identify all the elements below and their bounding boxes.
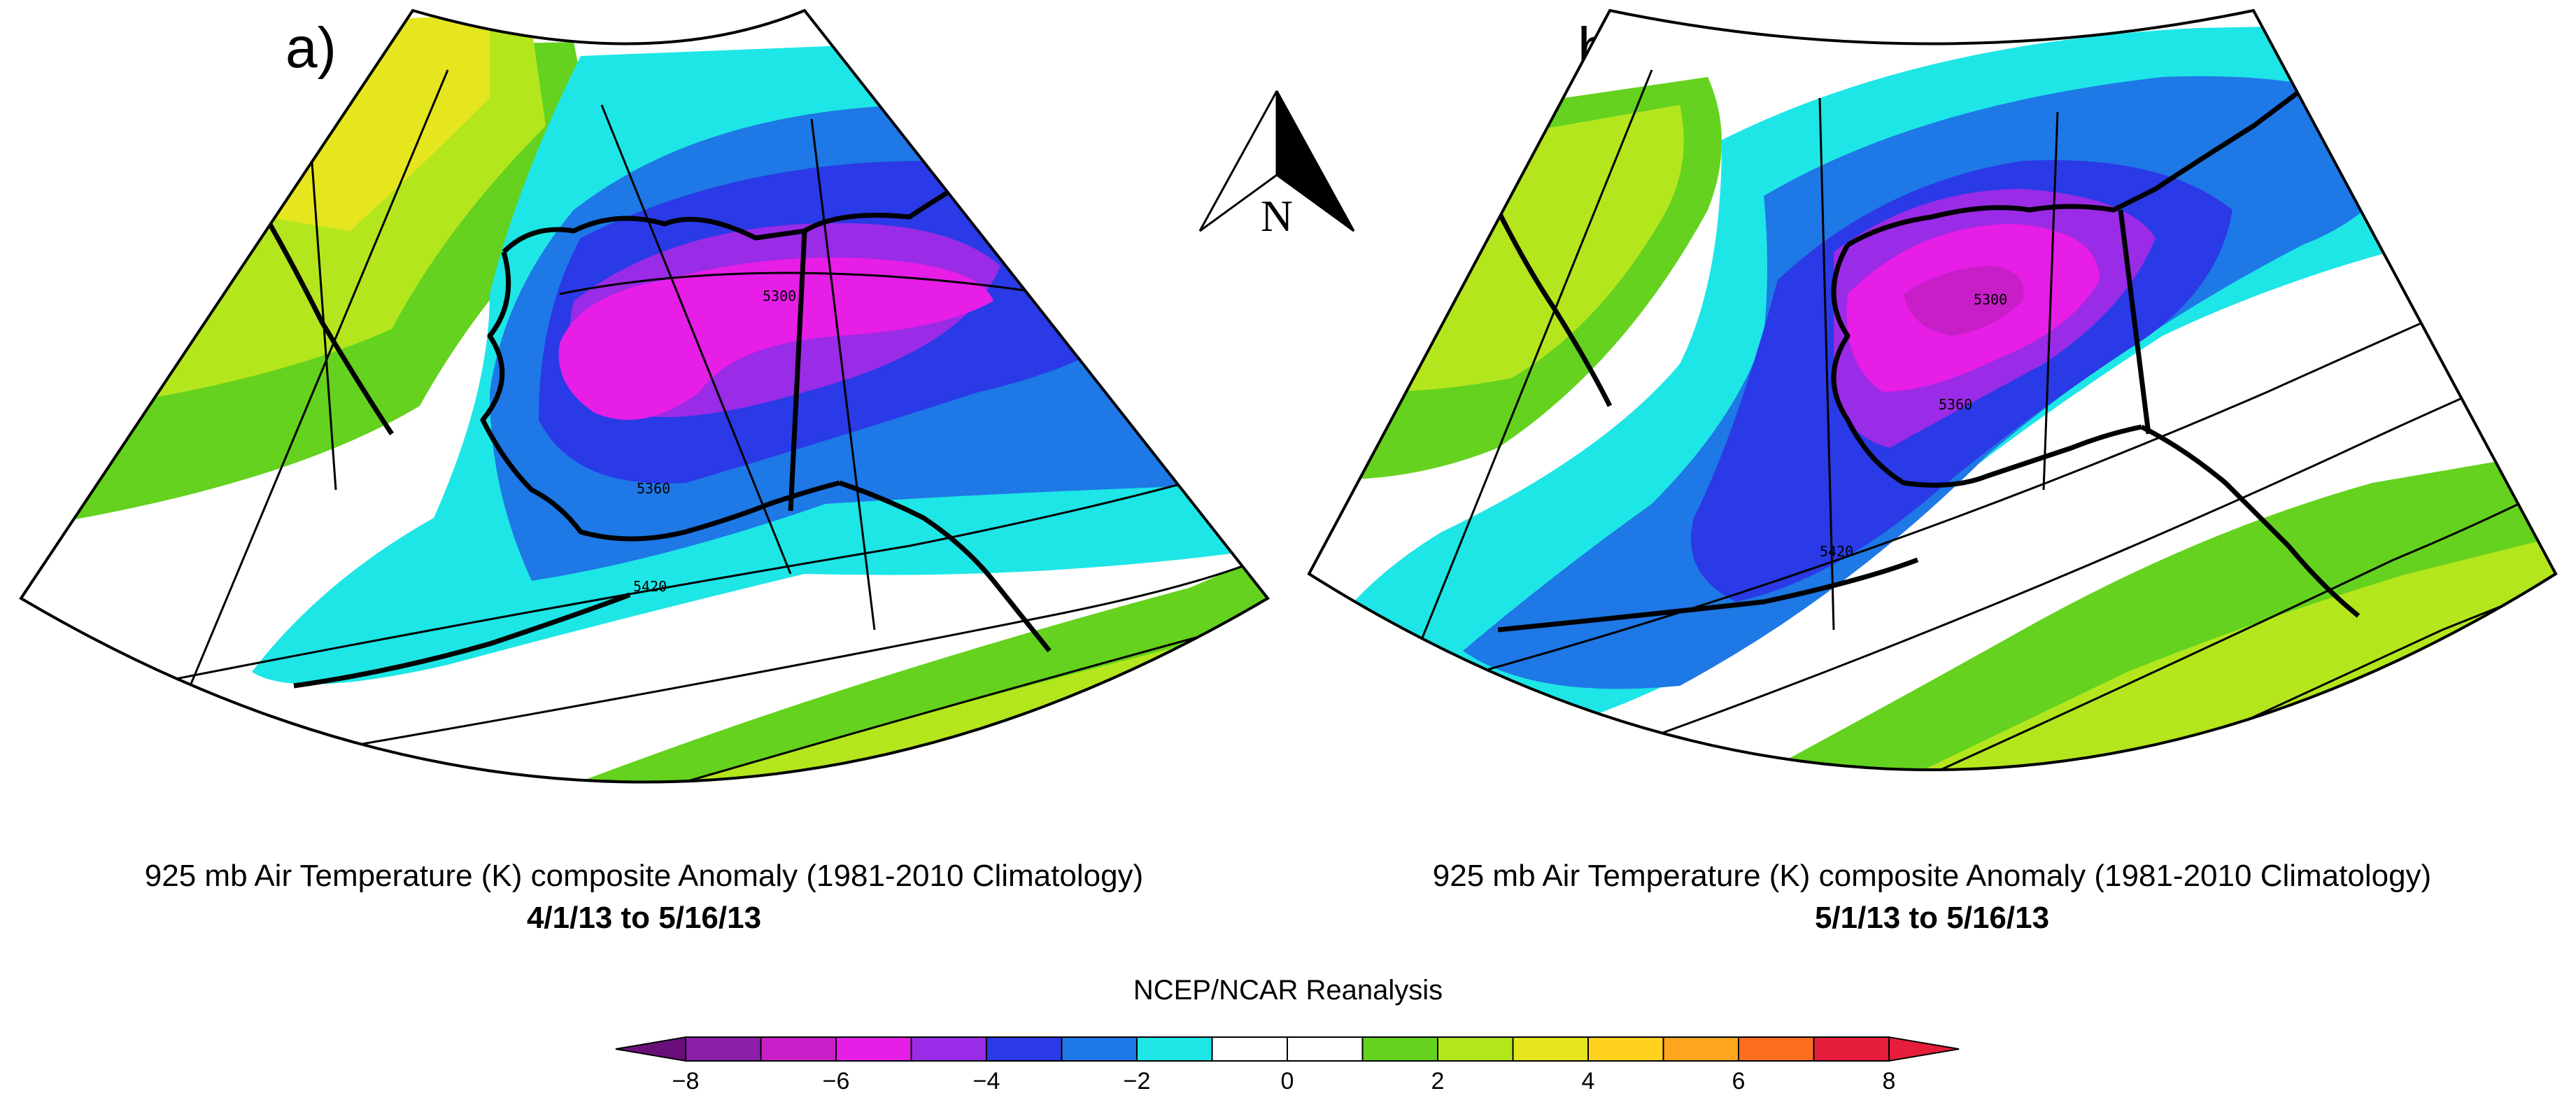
colorbar-swatch bbox=[1437, 1036, 1514, 1062]
colorbar-swatch bbox=[1211, 1036, 1288, 1062]
colorbar: −8 −6 −4 −2 0 2 4 6 8 bbox=[615, 1036, 1960, 1095]
anomaly-region-south-yellowgreen bbox=[504, 616, 1268, 782]
contour-labels-a: 5300 5360 5420 bbox=[633, 288, 796, 595]
colorbar-swatch bbox=[1136, 1036, 1213, 1062]
colorbar-swatch bbox=[1662, 1036, 1739, 1062]
colorbar-swatch bbox=[1813, 1036, 1890, 1062]
colorbar-swatch bbox=[1587, 1036, 1664, 1062]
colorbar-swatch bbox=[760, 1036, 837, 1062]
colorbar-tick-label: 6 bbox=[1732, 1068, 1746, 1095]
colorbar-tick-label: −2 bbox=[1124, 1068, 1151, 1095]
caption-b: 925 mb Air Temperature (K) composite Ano… bbox=[1288, 855, 2576, 939]
colorbar-swatch bbox=[986, 1036, 1063, 1062]
colorbar-tick-label: −4 bbox=[973, 1068, 1000, 1095]
colorbar-tick-label: −6 bbox=[823, 1068, 850, 1095]
map-frame-b bbox=[1307, 8, 2558, 771]
anomaly-map-a: 5300 5360 5420 bbox=[19, 8, 1270, 784]
colorbar-swatch bbox=[1061, 1036, 1138, 1062]
colorbar-swatch bbox=[1738, 1036, 1815, 1062]
contour-label-5420: 5420 bbox=[1820, 543, 1853, 560]
colorbar-swatches bbox=[615, 1036, 1960, 1062]
panel-label-a: a) bbox=[285, 16, 337, 80]
north-arrow-icon: N bbox=[1198, 90, 1355, 241]
anomaly-map-b: 5300 5360 5420 bbox=[1307, 8, 2558, 771]
colorbar-extend-min bbox=[615, 1036, 686, 1062]
colorbar-ticks: −8 −6 −4 −2 0 2 4 6 8 bbox=[672, 1068, 1896, 1095]
anomaly-region-magenta bbox=[558, 258, 993, 420]
colorbar-extend-max bbox=[1888, 1036, 1960, 1062]
map-panel-a: a) bbox=[0, 8, 1288, 939]
caption-title-a: 925 mb Air Temperature (K) composite Ano… bbox=[144, 859, 1144, 893]
contour-label-5300: 5300 bbox=[1974, 291, 2007, 308]
caption-title-b: 925 mb Air Temperature (K) composite Ano… bbox=[1432, 859, 2432, 893]
colorbar-tick-label: 0 bbox=[1281, 1068, 1294, 1095]
contour-label-5360: 5360 bbox=[1939, 396, 1972, 413]
anomaly-region-southeast-orange bbox=[2372, 651, 2556, 770]
contour-labels-b: 5300 5360 5420 bbox=[1820, 291, 2007, 560]
north-arrow-right-half bbox=[1275, 90, 1355, 232]
colorbar-tick-label: 8 bbox=[1883, 1068, 1896, 1095]
colorbar-swatch bbox=[685, 1036, 762, 1062]
contour-label-5300: 5300 bbox=[763, 288, 796, 304]
colorbar-title: NCEP/NCAR Reanalysis bbox=[1133, 975, 1443, 1006]
colorbar-tick-label: −8 bbox=[672, 1068, 700, 1095]
contour-label-5420: 5420 bbox=[633, 578, 667, 595]
colorbar-swatch bbox=[1361, 1036, 1438, 1062]
contour-label-5360: 5360 bbox=[637, 480, 670, 497]
caption-a: 925 mb Air Temperature (K) composite Ano… bbox=[0, 855, 1288, 939]
anomaly-region-deepmagenta bbox=[1904, 266, 2024, 336]
colorbar-swatch bbox=[1512, 1036, 1589, 1062]
map-panel-b: b) bbox=[1288, 0, 2576, 1105]
north-label: N bbox=[1261, 191, 1293, 241]
map-frame-a bbox=[19, 8, 1270, 784]
colorbar-swatch bbox=[1287, 1036, 1364, 1062]
caption-dates-a: 4/1/13 to 5/16/13 bbox=[526, 901, 762, 935]
colorbar-swatch bbox=[835, 1036, 912, 1062]
colorbar-tick-label: 4 bbox=[1582, 1068, 1595, 1095]
colorbar-swatch bbox=[910, 1036, 987, 1062]
colorbar-tick-label: 2 bbox=[1431, 1068, 1445, 1095]
caption-dates-b: 5/1/13 to 5/16/13 bbox=[1814, 901, 2050, 935]
